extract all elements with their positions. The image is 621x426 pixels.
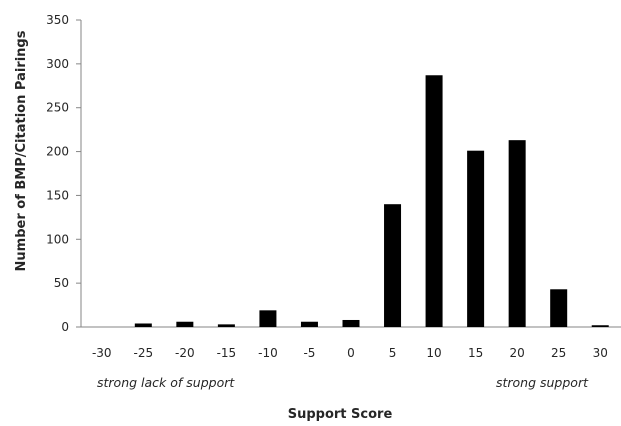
x-tick-label-20: 20 <box>510 346 525 360</box>
bar-0 <box>342 319 360 327</box>
x-tick-label--5: -5 <box>303 346 315 360</box>
y-axis-ticks <box>76 19 81 328</box>
bar--10 <box>259 310 277 327</box>
y-tick-label-150: 150 <box>46 188 69 202</box>
bar--5 <box>300 321 318 327</box>
y-tick-label-250: 250 <box>46 101 69 115</box>
y-tick-label-50: 50 <box>54 276 69 290</box>
bars <box>134 75 609 327</box>
bar-20 <box>508 140 526 327</box>
x-tick-label--25: -25 <box>134 346 154 360</box>
y-tick-label-300: 300 <box>46 57 69 71</box>
bar-5 <box>384 204 402 327</box>
x-tick-label-30: 30 <box>593 346 608 360</box>
annotation-left: strong lack of support <box>97 375 235 390</box>
x-tick-label--15: -15 <box>217 346 237 360</box>
x-axis-tick-labels: -30 -25 -20 -15 -10 -5 0 5 10 15 20 25 30 <box>92 346 608 360</box>
bar--25 <box>134 323 152 327</box>
bar-25 <box>550 289 568 327</box>
x-tick-label-15: 15 <box>468 346 483 360</box>
bar-30 <box>591 325 609 327</box>
x-tick-label-10: 10 <box>426 346 441 360</box>
x-tick-label--10: -10 <box>258 346 278 360</box>
x-axis-title: Support Score <box>288 407 393 422</box>
y-axis-title: Number of BMP/Citation Pairings <box>14 30 29 271</box>
bar-15 <box>467 150 485 327</box>
y-axis-tick-labels: 0 50 100 150 200 250 300 350 <box>46 13 69 334</box>
bar-10 <box>425 75 443 327</box>
bar--20 <box>176 321 194 327</box>
x-tick-label-0: 0 <box>347 346 355 360</box>
y-tick-label-100: 100 <box>46 232 69 246</box>
x-tick-label--20: -20 <box>175 346 195 360</box>
y-tick-label-200: 200 <box>46 145 69 159</box>
bar--15 <box>217 324 235 327</box>
annotation-right: strong support <box>496 375 589 390</box>
y-tick-label-350: 350 <box>46 13 69 27</box>
x-tick-label-5: 5 <box>389 346 397 360</box>
y-tick-label-0: 0 <box>61 320 69 334</box>
x-tick-label-25: 25 <box>551 346 566 360</box>
x-tick-label--30: -30 <box>92 346 112 360</box>
